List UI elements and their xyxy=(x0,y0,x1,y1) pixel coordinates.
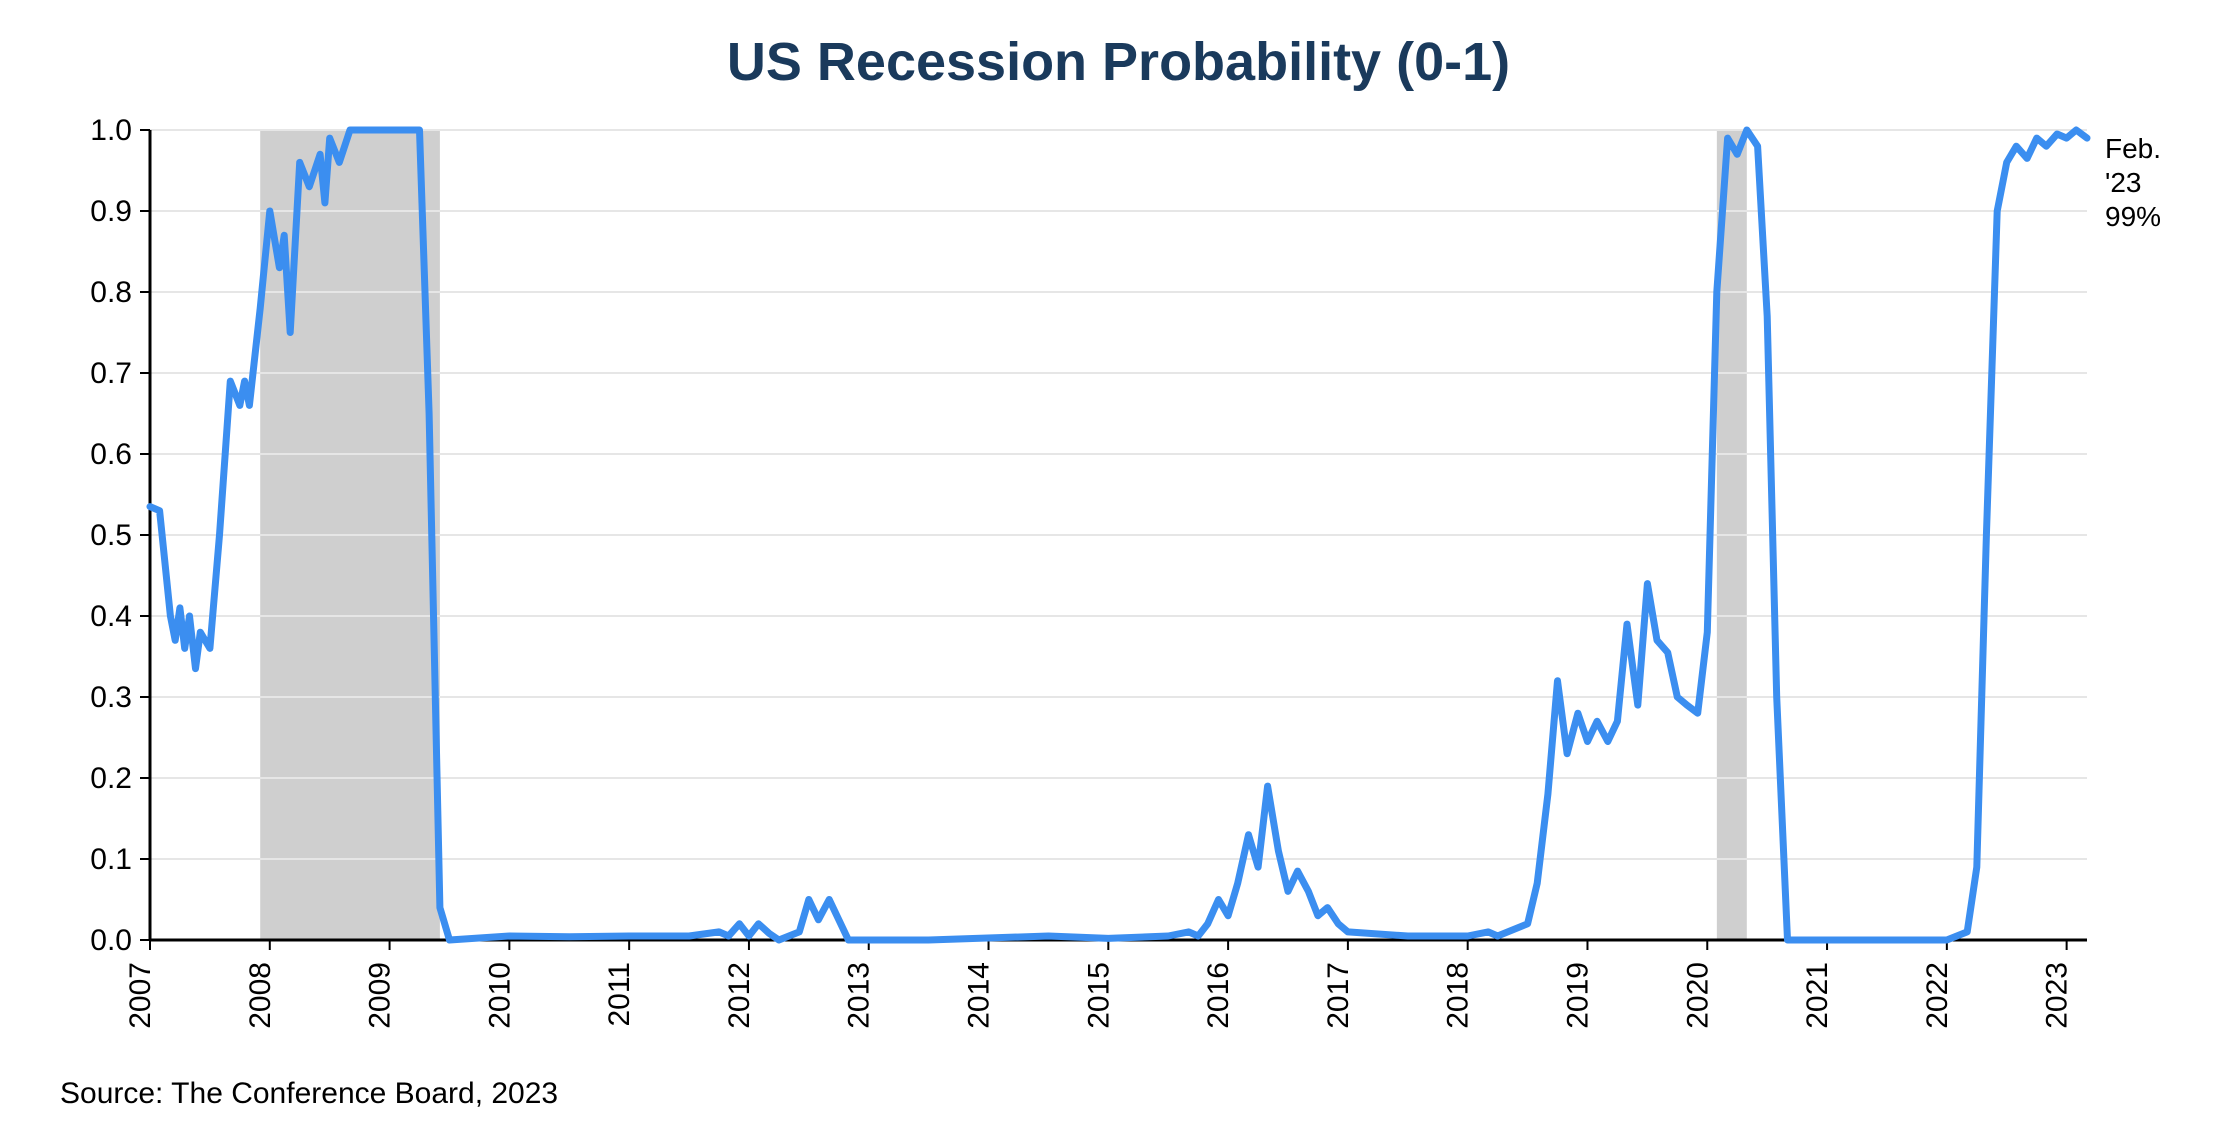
x-tick-label: 2017 xyxy=(1322,962,1355,1029)
y-tick-label: 0.7 xyxy=(90,357,132,390)
endpoint-label-line-1: '23 xyxy=(2105,167,2142,198)
y-tick-label: 0.5 xyxy=(90,519,132,552)
y-tick-label: 1.0 xyxy=(90,114,132,147)
x-tick-label: 2013 xyxy=(843,962,876,1029)
x-tick-label: 2009 xyxy=(364,962,397,1029)
y-tick-label: 0.3 xyxy=(90,681,132,714)
x-tick-label: 2020 xyxy=(1681,962,1714,1029)
x-tick-label: 2019 xyxy=(1561,962,1594,1029)
x-tick-label: 2010 xyxy=(483,962,516,1029)
x-tick-label: 2007 xyxy=(124,962,157,1029)
x-tick-label: 2018 xyxy=(1442,962,1475,1029)
y-tick-label: 0.9 xyxy=(90,195,132,228)
y-tick-label: 0.0 xyxy=(90,924,132,957)
x-tick-label: 2015 xyxy=(1082,962,1115,1029)
x-tick-label: 2014 xyxy=(963,962,996,1029)
source-label: Source: The Conference Board, 2023 xyxy=(60,1077,558,1110)
chart-container: 0.0 0.1 0.2 0.3 0.4 0.5 0.6 0.7 0.8 0.9 1.0 2007 200… xyxy=(0,0,2217,1121)
endpoint-label-line-2: 99% xyxy=(2105,201,2161,232)
x-tick-label: 2021 xyxy=(1801,962,1834,1029)
chart-title: US Recession Probability (0-1) xyxy=(727,32,1510,92)
x-tick-label: 2022 xyxy=(1921,962,1954,1029)
x-tick-label: 2023 xyxy=(2041,962,2074,1029)
y-tick-label: 0.6 xyxy=(90,438,132,471)
y-tick-label: 0.1 xyxy=(90,843,132,876)
x-tick-label: 2012 xyxy=(723,962,756,1029)
y-tick-label: 0.2 xyxy=(90,762,132,795)
y-tick-label: 0.4 xyxy=(90,600,132,633)
endpoint-label-line-0: Feb. xyxy=(2105,133,2161,164)
recession-chart: 0.0 0.1 0.2 0.3 0.4 0.5 0.6 0.7 0.8 0.9 1.0 2007 200… xyxy=(0,0,2217,1121)
x-tick-label: 2008 xyxy=(244,962,277,1029)
x-tick-label: 2016 xyxy=(1202,962,1235,1029)
y-tick-label: 0.8 xyxy=(90,276,132,309)
x-tick-label: 2011 xyxy=(603,962,636,1027)
